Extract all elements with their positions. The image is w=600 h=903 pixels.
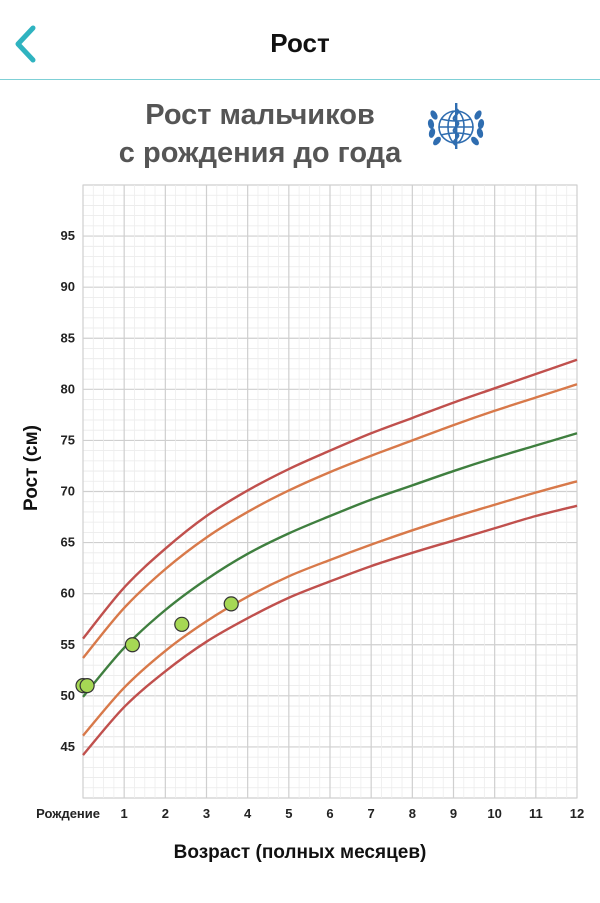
x-tick-label: 10 xyxy=(487,806,501,821)
y-tick-label: 45 xyxy=(61,739,75,754)
measurement-point xyxy=(174,616,190,632)
x-tick-label: 4 xyxy=(244,806,252,821)
x-tick-label: 11 xyxy=(529,806,543,821)
y-tick-label: 65 xyxy=(61,535,75,550)
y-axis-ticks: 45 50 55 60 65 70 75 80 85 90 95 xyxy=(61,228,75,754)
chart-title-line-1: Рост мальчиков xyxy=(145,99,375,131)
x-tick-label: 6 xyxy=(326,806,333,821)
chart-title: Рост мальчиков с рождения до года xyxy=(70,96,450,172)
y-tick-label: 75 xyxy=(61,432,75,447)
x-tick-label: 5 xyxy=(285,806,292,821)
x-tick-label: 8 xyxy=(409,806,416,821)
y-tick-label: 60 xyxy=(61,586,75,601)
y-tick-label: 95 xyxy=(61,228,75,243)
x-tick-label: Рождение xyxy=(36,806,100,821)
curve-median xyxy=(82,432,578,698)
x-tick-label: 3 xyxy=(203,806,210,821)
x-tick-label: 12 xyxy=(570,806,584,821)
back-button[interactable] xyxy=(8,22,48,66)
x-tick-label: 2 xyxy=(162,806,169,821)
curve-lower-inner xyxy=(82,480,578,737)
x-axis-label: Возраст (полных месяцев) xyxy=(173,842,427,863)
x-tick-label: 7 xyxy=(368,806,375,821)
measurement-point xyxy=(223,596,239,612)
chart-grid xyxy=(82,184,578,799)
curve-lower-outer xyxy=(82,504,578,756)
x-axis-ticks: Рождение 1 2 3 4 5 6 7 8 9 10 11 12 xyxy=(36,806,584,821)
curve-upper-outer xyxy=(82,358,578,640)
chevron-left-icon xyxy=(15,25,36,63)
chart-points xyxy=(75,596,239,694)
page-title: Рост xyxy=(270,28,330,58)
y-axis-label: Рост (см) xyxy=(21,425,42,511)
y-tick-label: 70 xyxy=(61,484,75,499)
y-tick-label: 90 xyxy=(61,279,75,294)
measurement-point xyxy=(79,678,95,694)
y-tick-label: 85 xyxy=(61,330,75,345)
who-emblem-icon xyxy=(424,99,488,155)
chart-title-line-2: с рождения до года xyxy=(118,137,402,169)
y-tick-label: 55 xyxy=(61,637,75,652)
y-tick-label: 50 xyxy=(61,688,75,703)
x-tick-label: 1 xyxy=(121,806,128,821)
y-tick-label: 80 xyxy=(61,381,75,396)
chart-curves xyxy=(82,358,578,756)
measurement-point xyxy=(124,637,140,653)
nav-bar: Рост xyxy=(0,0,600,80)
curve-upper-inner xyxy=(82,383,578,659)
x-tick-label: 9 xyxy=(450,806,457,821)
